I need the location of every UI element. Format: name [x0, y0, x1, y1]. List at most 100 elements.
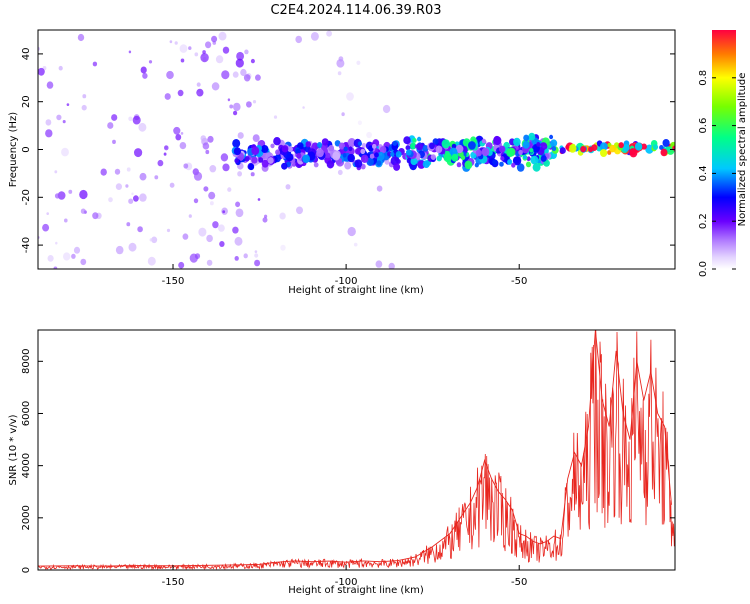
spectrogram-x-tick-label: -50 [511, 276, 527, 287]
snr-plot-frame [37, 329, 676, 571]
spectral-amplitude-mark [343, 146, 348, 152]
spectral-amplitude-mark [348, 146, 353, 152]
spectral-amplitude-mark [436, 155, 442, 162]
spectral-amplitude-mark [218, 31, 227, 41]
spectral-amplitude-mark [347, 226, 356, 237]
spectral-amplitude-mark [403, 136, 411, 145]
spectral-amplitude-mark [275, 149, 281, 155]
spectral-amplitude-mark [422, 145, 429, 152]
spectral-amplitude-mark [206, 234, 213, 243]
colorbar-tick-label: 0.4 [698, 165, 709, 181]
spectral-amplitude-mark [530, 155, 539, 165]
spectral-amplitude-mark [164, 145, 169, 151]
spectral-amplitude-mark [202, 50, 206, 54]
spectral-amplitude-mark [660, 148, 668, 157]
snr-x-tick-label: -150 [162, 577, 185, 588]
spectral-amplitude-mark [328, 145, 335, 152]
spectral-amplitude-mark [183, 163, 189, 169]
spectral-amplitude-mark [600, 149, 608, 157]
spectral-amplitude-mark [56, 114, 62, 121]
spectral-amplitude-mark [326, 30, 332, 37]
spectral-amplitude-mark [507, 159, 513, 165]
spectral-amplitude-mark [175, 134, 182, 141]
spectral-amplitude-mark [337, 71, 342, 76]
spectral-amplitude-mark [220, 153, 229, 162]
spectral-amplitude-mark [234, 256, 239, 261]
spectral-amplitude-mark [379, 146, 387, 154]
spectral-amplitude-mark [243, 253, 248, 259]
spectral-amplitude-mark [285, 184, 291, 190]
spectral-amplitude-mark [205, 149, 210, 155]
spectral-amplitude-mark [261, 159, 269, 168]
spectral-amplitude-mark [600, 142, 608, 151]
spectral-amplitude-mark [641, 143, 647, 150]
spectral-amplitude-mark [157, 159, 164, 167]
spectrogram-y-tick-label: 40 [21, 48, 32, 61]
spectral-amplitude-mark [344, 161, 352, 170]
spectral-amplitude-mark [148, 60, 153, 64]
spectral-amplitude-mark [100, 168, 107, 176]
spectral-amplitude-mark [353, 242, 358, 247]
spectral-amplitude-mark [337, 169, 343, 176]
spectral-amplitude-mark [429, 142, 435, 150]
spectral-amplitude-mark [618, 142, 624, 149]
spectral-amplitude-mark [179, 142, 187, 150]
spectral-amplitude-mark [559, 147, 566, 154]
spectral-amplitude-mark [296, 152, 302, 159]
spectral-amplitude-mark [177, 89, 184, 97]
spectral-amplitude-mark [198, 227, 207, 237]
spectral-amplitude-mark [234, 158, 239, 164]
spectrogram-ticks: -150 -100 -50 -40 -20 0 20 40 [21, 48, 675, 287]
spectral-amplitude-mark [513, 137, 521, 147]
spectral-amplitude-mark [279, 212, 286, 220]
spectral-amplitude-mark [270, 143, 275, 149]
spectral-amplitude-mark [131, 192, 134, 196]
spectral-amplitude-mark [332, 151, 341, 161]
spectral-amplitude-mark [410, 142, 417, 150]
spectral-amplitude-mark [173, 126, 181, 135]
spectral-amplitude-mark [254, 250, 258, 254]
spectral-amplitude-mark [194, 52, 199, 57]
spectral-amplitude-mark [516, 163, 525, 172]
spectral-amplitude-mark [388, 262, 395, 269]
spectral-amplitude-mark [376, 160, 382, 166]
spectral-amplitude-mark [551, 146, 557, 152]
spectral-amplitude-mark [205, 41, 212, 49]
spectral-amplitude-mark [139, 172, 147, 181]
spectral-amplitude-mark [481, 138, 486, 144]
spectral-amplitude-mark [475, 149, 482, 157]
spectral-amplitude-mark [355, 148, 361, 155]
spectral-amplitude-mark [53, 266, 58, 269]
spectral-amplitude-mark [142, 72, 148, 79]
spectral-amplitude-mark [456, 162, 462, 168]
spectral-amplitude-mark [182, 233, 189, 240]
spectral-amplitude-mark [451, 153, 459, 162]
spectral-amplitude-mark [321, 138, 329, 146]
colorbar-tick-label: 0.0 [698, 261, 709, 277]
spectral-amplitude-mark [42, 223, 50, 232]
spectral-amplitude-mark [302, 106, 305, 109]
spectral-amplitude-mark [338, 142, 346, 150]
spectral-amplitude-mark [115, 245, 124, 255]
spectral-amplitude-mark [235, 208, 244, 218]
spectral-amplitude-mark [280, 244, 286, 251]
spectral-amplitude-mark [46, 212, 49, 216]
spectral-amplitude-mark [346, 92, 354, 101]
spectral-amplitude-mark [357, 141, 362, 146]
spectral-amplitude-mark [73, 246, 81, 254]
spectral-amplitude-mark [203, 186, 209, 192]
spectral-amplitude-mark [443, 152, 452, 163]
spectral-amplitude-mark [262, 217, 268, 223]
spectral-amplitude-mark [174, 41, 178, 45]
spectral-amplitude-mark [82, 94, 87, 99]
spectral-amplitude-mark [233, 102, 241, 112]
spectral-amplitude-mark [372, 143, 377, 149]
spectral-amplitude-mark [154, 175, 159, 180]
spectral-amplitude-mark [347, 138, 356, 147]
snr-y-tick-label: 4000 [21, 453, 32, 478]
spectral-amplitude-mark [66, 103, 70, 106]
spectral-amplitude-mark [193, 198, 199, 204]
spectrogram-y-tick-label: -20 [21, 189, 32, 205]
